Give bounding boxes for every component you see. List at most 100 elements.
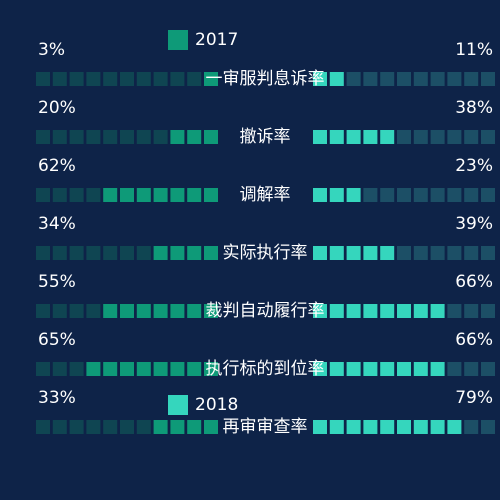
bar <box>313 188 495 202</box>
filled-square <box>187 304 202 318</box>
empty-square <box>464 304 479 318</box>
empty-square <box>69 130 84 144</box>
empty-square <box>464 246 479 260</box>
filled-square <box>430 304 445 318</box>
filled-square <box>120 188 134 202</box>
filled-square <box>346 130 361 144</box>
filled-square <box>346 362 361 376</box>
empty-square <box>52 246 67 260</box>
empty-square <box>481 304 495 318</box>
filled-square <box>136 362 151 376</box>
legend-swatch <box>168 30 188 50</box>
empty-square <box>86 72 101 86</box>
empty-square <box>69 362 84 376</box>
filled-square <box>380 130 395 144</box>
filled-square <box>103 188 118 202</box>
filled-square <box>313 304 327 318</box>
empty-square <box>170 72 185 86</box>
empty-square <box>69 188 84 202</box>
empty-square <box>36 362 50 376</box>
filled-square <box>430 362 445 376</box>
empty-square <box>481 188 495 202</box>
empty-square <box>52 130 67 144</box>
filled-square <box>363 246 378 260</box>
filled-square <box>153 420 168 434</box>
empty-square <box>481 420 495 434</box>
filled-square <box>103 362 118 376</box>
filled-square <box>153 246 168 260</box>
empty-square <box>464 188 479 202</box>
empty-square <box>447 130 462 144</box>
filled-square <box>187 420 202 434</box>
filled-square <box>103 304 118 318</box>
filled-square <box>413 362 428 376</box>
filled-square <box>187 130 202 144</box>
empty-square <box>103 72 118 86</box>
bar <box>313 304 495 318</box>
empty-square <box>86 304 101 318</box>
value-label: 20% <box>38 98 76 118</box>
value-label: 3% <box>38 40 65 60</box>
empty-square <box>413 130 428 144</box>
empty-square <box>413 188 428 202</box>
empty-square <box>363 72 378 86</box>
value-label: 33% <box>38 388 76 408</box>
filled-square <box>204 72 218 86</box>
filled-square <box>447 420 462 434</box>
filled-square <box>170 130 185 144</box>
empty-square <box>120 72 134 86</box>
category-label: 实际执行率 <box>223 243 308 263</box>
empty-square <box>397 188 411 202</box>
empty-square <box>69 420 84 434</box>
bar <box>36 246 218 260</box>
filled-square <box>204 420 218 434</box>
filled-square <box>329 188 344 202</box>
bar <box>313 362 495 376</box>
legend-swatch <box>168 395 188 415</box>
filled-square <box>153 304 168 318</box>
category-label: 调解率 <box>240 185 291 205</box>
filled-square <box>413 304 428 318</box>
empty-square <box>52 420 67 434</box>
empty-square <box>397 72 411 86</box>
empty-square <box>153 130 168 144</box>
empty-square <box>69 304 84 318</box>
empty-square <box>36 188 50 202</box>
empty-square <box>481 72 495 86</box>
category-label: 执行标的到位率 <box>206 359 325 379</box>
filled-square <box>204 246 218 260</box>
value-label: 66% <box>455 272 493 292</box>
legend-label: 2017 <box>195 30 238 50</box>
empty-square <box>52 362 67 376</box>
filled-square <box>346 246 361 260</box>
value-label: 55% <box>38 272 76 292</box>
empty-square <box>153 72 168 86</box>
filled-square <box>204 130 218 144</box>
empty-square <box>103 130 118 144</box>
empty-square <box>187 72 202 86</box>
empty-square <box>52 72 67 86</box>
filled-square <box>204 188 218 202</box>
filled-square <box>430 420 445 434</box>
filled-square <box>86 362 101 376</box>
empty-square <box>103 246 118 260</box>
empty-square <box>447 246 462 260</box>
filled-square <box>346 420 361 434</box>
empty-square <box>36 72 50 86</box>
empty-square <box>464 362 479 376</box>
value-label: 38% <box>455 98 493 118</box>
filled-square <box>397 304 411 318</box>
filled-square <box>363 420 378 434</box>
bar <box>313 72 495 86</box>
category-label: 裁判自动履行率 <box>206 301 325 321</box>
filled-square <box>363 304 378 318</box>
empty-square <box>464 72 479 86</box>
empty-square <box>346 72 361 86</box>
bar <box>36 304 218 318</box>
filled-square <box>120 304 134 318</box>
empty-square <box>464 420 479 434</box>
bar <box>36 362 218 376</box>
filled-square <box>204 362 218 376</box>
empty-square <box>397 130 411 144</box>
filled-square <box>329 420 344 434</box>
